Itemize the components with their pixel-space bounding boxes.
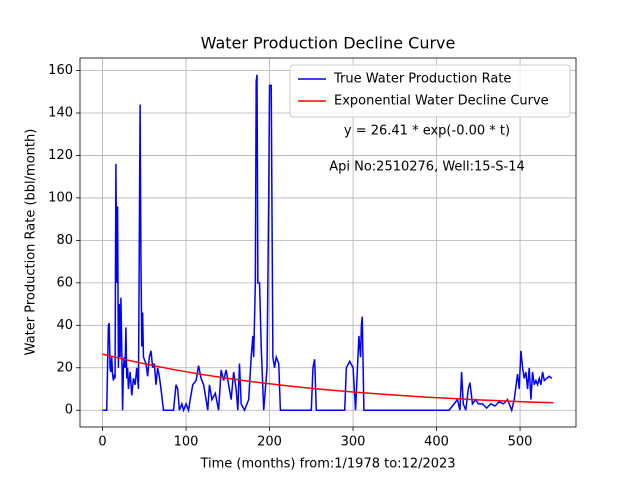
annotation: y = 26.41 * exp(-0.00 * t) (344, 124, 510, 139)
x-tick-label: 400 (424, 435, 449, 450)
chart-title: Water Production Decline Curve (201, 34, 456, 53)
data-line (102, 74, 553, 414)
x-tick-label: 0 (98, 435, 106, 450)
y-tick-label: 140 (48, 105, 73, 120)
y-tick-label: 0 (65, 403, 73, 418)
y-tick-label: 20 (56, 360, 73, 375)
data-line (102, 353, 554, 404)
y-tick-label: 80 (56, 233, 73, 248)
y-tick-label: 40 (56, 318, 73, 333)
legend-box (289, 64, 571, 118)
y-tick-label: 120 (48, 148, 73, 163)
x-axis-label: Time (months) from:1/1978 to:12/2023 (199, 457, 455, 472)
legend-label: Exponential Water Decline Curve (334, 94, 549, 109)
y-tick-label: 100 (48, 190, 73, 205)
x-tick-label: 200 (257, 435, 282, 450)
x-tick-label: 300 (341, 435, 366, 450)
y-tick-label: 60 (56, 275, 73, 290)
plot-frame (79, 57, 577, 428)
x-tick-label: 500 (508, 435, 533, 450)
y-tick-label: 160 (48, 63, 73, 78)
legend-label: True Water Production Rate (333, 72, 511, 87)
annotation: Api No:2510276, Well:15-S-14 (329, 160, 525, 175)
y-axis-label: Water Production Rate (bbl/month) (24, 129, 39, 356)
x-tick-label: 100 (174, 435, 199, 450)
